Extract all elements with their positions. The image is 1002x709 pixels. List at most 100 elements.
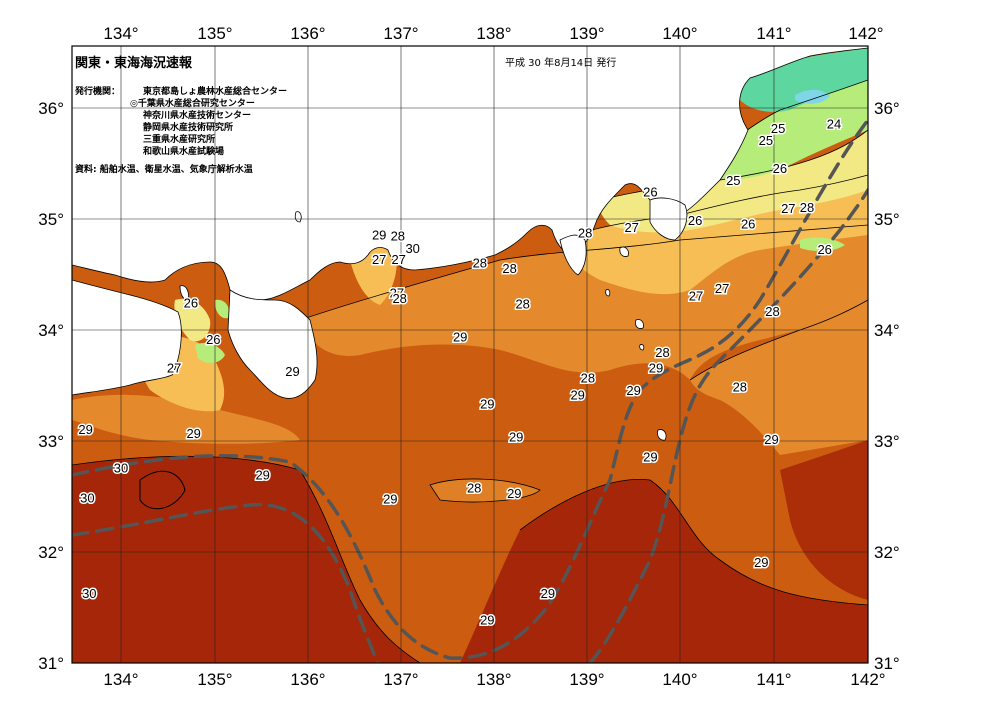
contour-label: 28: [800, 200, 814, 215]
contour-label: 26: [688, 213, 702, 228]
lon-tick-top-137: 137°: [383, 24, 418, 43]
map-frame: [71, 45, 869, 664]
contour-label: 29: [541, 586, 555, 601]
sea-26-kii: [174, 298, 211, 342]
contour-label: 29: [754, 555, 768, 570]
contour-label: 29: [507, 486, 521, 501]
lat-tick-left-33: 33°: [38, 432, 64, 451]
sea-25-bay: [214, 299, 230, 319]
lon-tick-bottom-137: 137°: [383, 670, 418, 689]
contour-label: 30: [405, 241, 419, 256]
sea-25-band: [714, 80, 868, 180]
contour-label: 28: [473, 255, 487, 270]
contour-label: 26: [773, 161, 787, 176]
contour-label: 26: [184, 295, 198, 310]
contour-label: 26: [206, 332, 220, 347]
contour-label: 26: [817, 242, 831, 257]
lon-tick-top-138: 138°: [476, 24, 511, 43]
contour-label: 27: [167, 361, 181, 376]
land-awaji: [179, 285, 189, 301]
contour-label: 27: [781, 201, 795, 216]
lon-tick-bottom-135: 135°: [197, 670, 232, 689]
contour-label: 29: [285, 364, 299, 379]
contour-label: 28: [765, 304, 779, 319]
contour-label: 29: [372, 228, 386, 243]
land-miyake: [635, 319, 644, 329]
lat-tick-left-31: 31°: [38, 654, 64, 673]
contour-label: 27: [372, 252, 386, 267]
issuers-label: 発行機関：: [75, 87, 121, 97]
kuroshio-south-edge: [72, 502, 380, 663]
lat-ticks-left: 31° 32° 33° 34° 35° 36°: [38, 99, 64, 673]
lon-tick-top-136: 136°: [290, 24, 325, 43]
issue-date: 平成 30 年8月14日 発行: [505, 58, 617, 69]
land-honshu: [72, 46, 868, 301]
lat-tick-right-33: 33°: [874, 432, 900, 451]
contour-label: 29: [480, 396, 494, 411]
contour-label: 29: [509, 430, 523, 445]
contour-label: 29: [764, 432, 778, 447]
lat-tick-right-35: 35°: [874, 210, 900, 229]
lat-tick-right-31: 31°: [874, 654, 900, 673]
lon-tick-top-142: 142°: [848, 24, 883, 43]
lat-ticks-right: 31° 32° 33° 34° 35° 36°: [874, 99, 900, 673]
lon-tick-bottom-142: 142°: [850, 670, 885, 689]
kuroshio-south-edge-b: [588, 188, 868, 663]
issuer-wakayama: 和歌山県水産試験場: [143, 147, 225, 157]
contour-label: 26: [741, 216, 755, 231]
contour-label: 27: [624, 220, 638, 235]
sea-28-eddy: [430, 478, 540, 502]
contour-label: 25: [771, 121, 785, 136]
lon-tick-bottom-141: 141°: [756, 670, 791, 689]
lat-tick-left-36: 36°: [38, 99, 64, 118]
sea-24-band: [740, 48, 868, 112]
contour-label: 28: [655, 345, 669, 360]
lon-tick-top-135: 135°: [197, 24, 232, 43]
lon-ticks-top: 134° 135° 136° 137° 138° 139° 140° 141° …: [103, 24, 883, 43]
lon-tick-bottom-134: 134°: [103, 670, 138, 689]
contour-label: 29: [255, 467, 269, 482]
lon-tick-bottom-136: 136°: [290, 670, 325, 689]
sea-30-south-center: [460, 479, 868, 663]
lat-tick-left-35: 35°: [38, 210, 64, 229]
lat-tick-right-34: 34°: [874, 321, 900, 340]
contour-label: 28: [391, 229, 405, 244]
sea-28-shikoku: [72, 394, 300, 444]
sea-30-east: [780, 440, 868, 600]
lon-tick-bottom-138: 138°: [476, 670, 511, 689]
land-oshima: [619, 246, 629, 257]
issuer-mie: 三重県水産研究所: [143, 135, 216, 145]
land-shikoku: [72, 279, 182, 396]
contour-label: 24: [827, 117, 841, 132]
contour-label: 29: [480, 613, 494, 628]
land-hachijo: [657, 429, 667, 441]
contour-label: 29: [570, 387, 584, 402]
land-islet-a: [605, 289, 611, 297]
data-source: 資料: 船舶水温、衛星水温、気象庁解析水温: [75, 165, 253, 175]
lat-tick-left-32: 32°: [38, 543, 64, 562]
land-islet-b: [639, 344, 645, 351]
kuroshio-axis: [72, 118, 868, 663]
contour-label: 28: [467, 481, 481, 496]
lon-ticks-bottom: 134° 135° 136° 137° 138° 139° 140° 141° …: [103, 670, 885, 689]
land-izu-peninsula: [559, 234, 587, 276]
contour-label: 29: [626, 383, 640, 398]
lat-tick-right-32: 32°: [874, 543, 900, 562]
contour-label: 29: [186, 426, 200, 441]
sea-30-southwest: [72, 456, 420, 663]
lon-tick-top-140: 140°: [662, 24, 697, 43]
contour-label: 29: [643, 450, 657, 465]
contour-label: 29: [453, 330, 467, 345]
lon-tick-top-141: 141°: [756, 24, 791, 43]
contour-label: 30: [80, 491, 94, 506]
land-kii-peninsula: [227, 289, 318, 399]
lon-tick-top-134: 134°: [103, 24, 138, 43]
lat-tick-left-34: 34°: [38, 321, 64, 340]
contour-label: 30: [82, 586, 96, 601]
contour-label: 27: [715, 281, 729, 296]
contour-label: 29: [78, 422, 92, 437]
sea-25-kii: [195, 343, 225, 363]
